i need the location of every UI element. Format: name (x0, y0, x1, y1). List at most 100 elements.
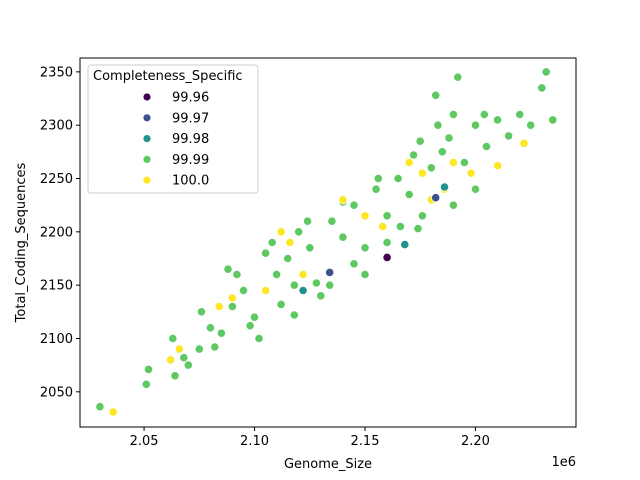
data-point (325, 280, 335, 290)
data-point (311, 278, 321, 288)
data-point (433, 120, 443, 130)
data-point (360, 211, 370, 221)
data-point (439, 182, 450, 192)
data-point (393, 173, 403, 184)
points-layer (95, 67, 558, 417)
data-point (382, 237, 392, 248)
data-point (437, 147, 447, 157)
data-point (349, 259, 359, 269)
legend-marker (142, 134, 152, 144)
data-point (210, 342, 220, 352)
data-point (267, 237, 277, 248)
data-point (448, 157, 458, 168)
legend-marker (142, 113, 152, 123)
data-point (431, 90, 441, 100)
axes-layer: 2.05 2.10 2.15 2.20 2050 2100 2150 2200 2250 2300… (14, 57, 577, 472)
data-point (360, 269, 370, 280)
data-point (271, 269, 282, 280)
data-point (492, 115, 503, 125)
data-point (298, 269, 308, 280)
data-point (196, 307, 207, 317)
data-point (338, 232, 348, 242)
legend-box (87, 64, 259, 194)
legend-title: Completeness_Specific (93, 69, 243, 84)
data-point (400, 240, 410, 250)
data-point (285, 237, 295, 248)
axes-frame (79, 57, 577, 428)
data-point (254, 333, 264, 344)
data-point (276, 299, 286, 309)
data-point (470, 120, 481, 130)
y-tick-label: 2250 (40, 172, 73, 187)
data-point (519, 138, 529, 148)
data-point (249, 312, 260, 322)
data-point (413, 224, 423, 234)
data-point (492, 161, 503, 171)
data-point (382, 211, 392, 221)
data-point (289, 280, 299, 290)
data-point (349, 200, 359, 210)
data-point (260, 248, 271, 258)
data-point (444, 133, 454, 143)
legend: Completeness_Specific 99.96 99.97 99.98 99.9… (87, 64, 259, 194)
data-point (448, 200, 458, 210)
legend-label: 99.98 (172, 132, 209, 147)
data-point (305, 243, 315, 253)
data-point (417, 211, 427, 221)
y-axis-label: Total_Coding_Sequences (14, 162, 29, 323)
data-point (260, 285, 271, 296)
legend-label: 99.96 (172, 91, 209, 106)
data-point (404, 157, 414, 168)
data-point (338, 195, 348, 205)
data-point (515, 109, 525, 120)
data-point (417, 168, 427, 178)
x-tick-label: 2.15 (351, 434, 380, 449)
data-point (170, 371, 180, 381)
data-point (426, 163, 436, 173)
legend-marker (142, 92, 152, 102)
data-point (541, 67, 551, 77)
data-point (245, 321, 255, 331)
data-point (325, 267, 335, 277)
data-point (223, 264, 233, 274)
data-point (466, 168, 476, 178)
data-point (141, 379, 151, 389)
data-point (316, 291, 326, 301)
data-point (276, 227, 286, 237)
data-point (481, 141, 492, 152)
data-point (408, 150, 419, 160)
data-point (205, 323, 215, 333)
data-point (174, 344, 184, 354)
legend-marker (142, 154, 152, 164)
data-point (289, 310, 299, 320)
data-point (168, 333, 178, 344)
y-tick-label: 2050 (40, 385, 73, 400)
data-point (294, 227, 304, 237)
x-axis-offset-label: 1e6 (551, 455, 576, 470)
data-point (526, 120, 536, 130)
x-tick-label: 2.05 (130, 434, 159, 449)
data-point (371, 184, 381, 194)
legend-label: 99.99 (172, 153, 209, 168)
data-point (360, 243, 370, 253)
data-point (227, 301, 237, 312)
data-point (238, 285, 249, 296)
data-point (503, 131, 514, 141)
data-point (459, 157, 469, 168)
data-point (214, 301, 224, 312)
data-point (431, 193, 441, 203)
data-point (395, 221, 405, 232)
data-point (183, 360, 193, 370)
y-tick-label: 2200 (40, 225, 73, 240)
data-point (143, 364, 154, 374)
data-point (298, 285, 308, 296)
data-point (283, 253, 293, 264)
y-tick-label: 2350 (40, 65, 73, 80)
data-point (448, 109, 458, 120)
data-point (302, 216, 313, 226)
x-tick-label: 2.10 (240, 434, 269, 449)
data-point (470, 184, 481, 194)
legend-marker (142, 175, 152, 185)
data-point (479, 109, 489, 120)
